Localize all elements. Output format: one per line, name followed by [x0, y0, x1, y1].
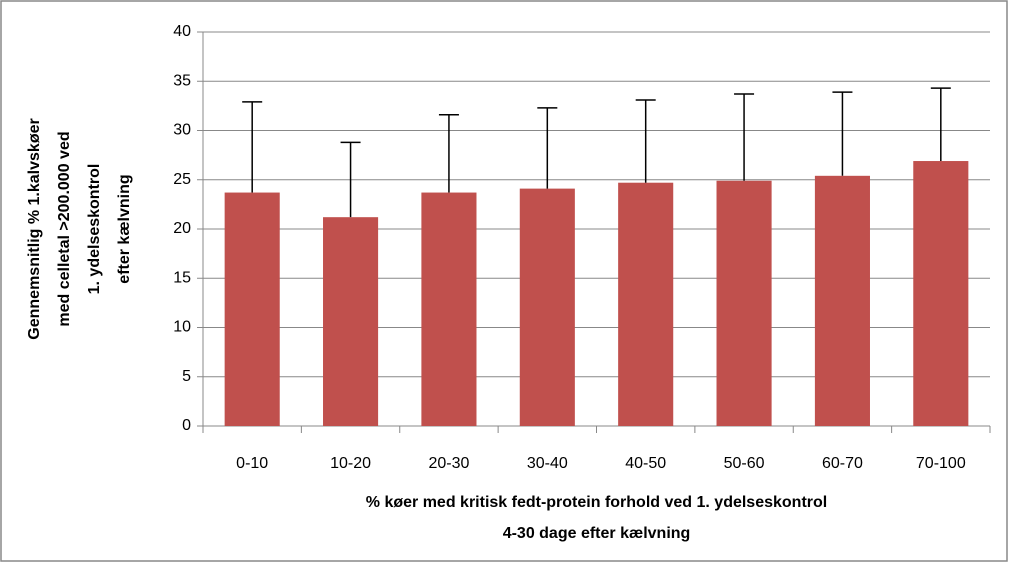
y-tick-label: 35: [173, 72, 191, 89]
x-axis-label: 4-30 dage efter kælvning: [503, 525, 691, 542]
x-tick-label: 20-30: [428, 455, 469, 472]
bar: [519, 188, 575, 426]
y-tick-label: 0: [182, 417, 191, 434]
x-tick-label: 60-70: [822, 455, 863, 472]
y-tick-label: 30: [173, 122, 191, 139]
x-axis-label: % køer med kritisk fedt-protein forhold …: [366, 494, 827, 511]
y-axis-label: 1. ydelseskontrol: [86, 164, 103, 295]
error-bar: [340, 141, 361, 218]
y-axis-label: Gennemsnitlig % 1.kalvskøer: [26, 118, 43, 339]
error-bar: [832, 91, 853, 176]
error-bar: [537, 107, 558, 189]
bar: [224, 192, 280, 426]
bar: [421, 192, 477, 426]
y-tick-label: 10: [173, 319, 191, 336]
y-tick-label: 5: [182, 368, 191, 385]
y-tick-label: 40: [173, 23, 191, 40]
error-bar: [635, 99, 656, 183]
x-tick-label: 40-50: [625, 455, 666, 472]
error-bar: [242, 101, 263, 193]
error-bar: [930, 87, 951, 162]
x-tick-label: 50-60: [724, 455, 765, 472]
x-tick-label: 0-10: [236, 455, 268, 472]
x-tick-label: 10-20: [330, 455, 371, 472]
error-bar: [438, 113, 459, 193]
bar: [814, 175, 870, 426]
bar: [716, 180, 772, 426]
error-bar: [734, 93, 755, 181]
x-tick-label: 70-100: [916, 455, 966, 472]
y-tick-label: 20: [173, 220, 191, 237]
y-axis-label: med celletal >200.000 ved: [56, 131, 73, 326]
y-tick-label: 15: [173, 269, 191, 286]
bar: [913, 161, 969, 426]
bar: [618, 182, 674, 426]
bar: [323, 217, 379, 426]
y-tick-label: 25: [173, 171, 191, 188]
x-tick-label: 30-40: [527, 455, 568, 472]
y-axis-label: efter kælvning: [116, 174, 133, 283]
